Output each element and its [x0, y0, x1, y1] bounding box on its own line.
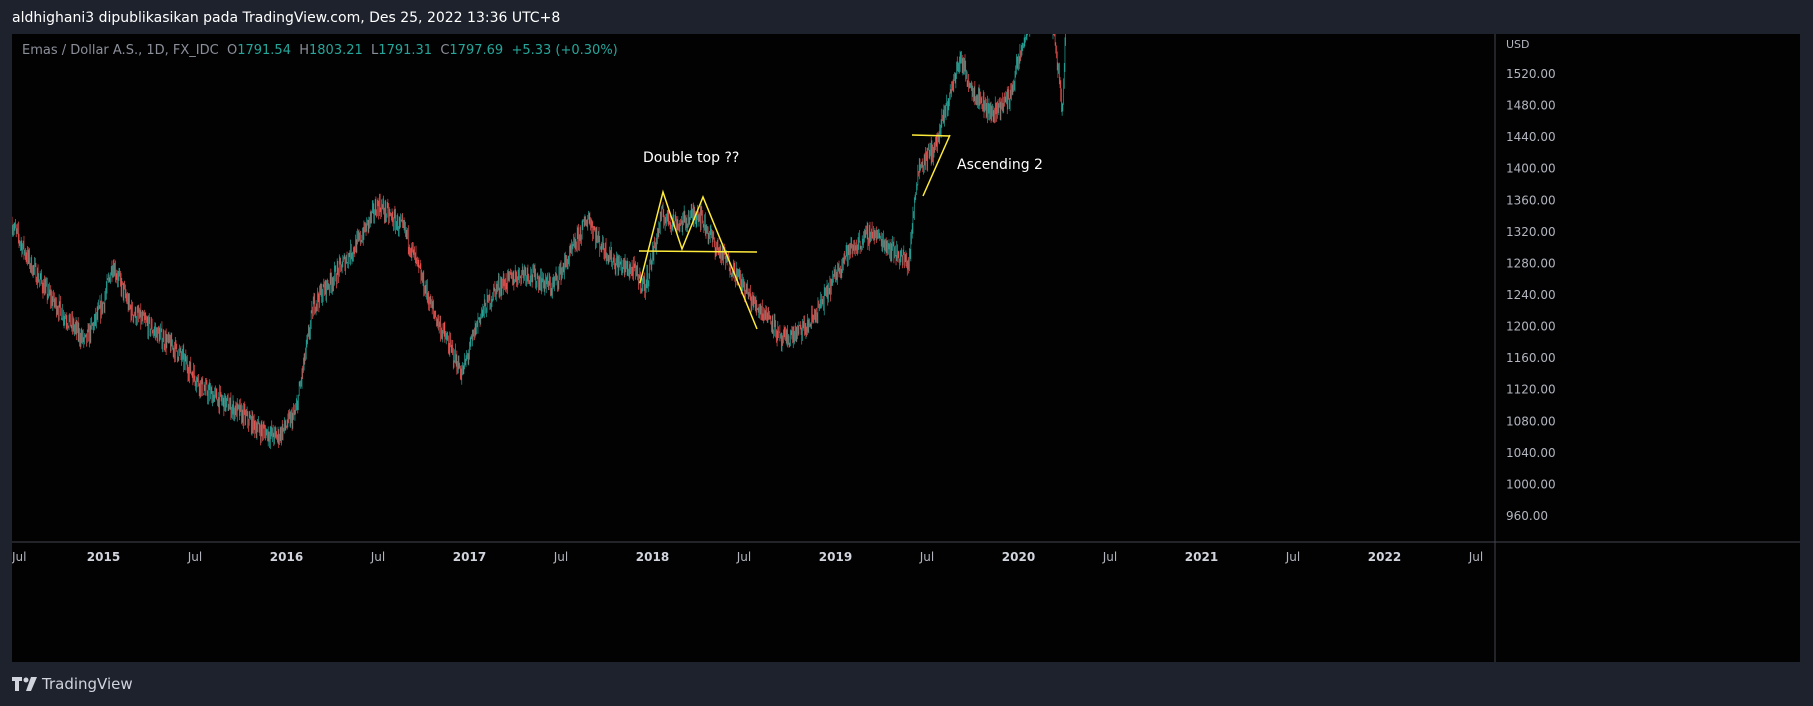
x-tick-label: Jul: [553, 550, 568, 564]
x-tick-label: Jul: [12, 550, 26, 564]
x-tick-label: Jul: [1468, 550, 1483, 564]
double-top-neckline: [638, 250, 758, 253]
high-value: 1803.21: [309, 43, 363, 58]
x-tick-label: 2022: [1368, 550, 1401, 564]
symbol-legend: Emas / Dollar A.S., 1D, FX_IDC O1791.54 …: [22, 43, 618, 58]
y-tick-label: 1040.00: [1506, 446, 1556, 460]
x-tick-label: 2018: [636, 550, 669, 564]
footer: TradingView: [12, 675, 133, 693]
double-top-zigzag: [639, 189, 758, 330]
high-label: H: [299, 43, 310, 58]
symbol-name: Emas / Dollar A.S., 1D, FX_IDC: [22, 43, 219, 58]
y-tick-label: 960.00: [1506, 509, 1548, 523]
close-label: C: [440, 43, 450, 58]
annotation-double-top: Double top ??: [643, 150, 739, 166]
x-tick-label: 2020: [1002, 550, 1035, 564]
x-tick-label: 2015: [87, 550, 120, 564]
chart-area[interactable]: Double top ?? Ascending 2 Jul 2015 Jul 2016…: [11, 0, 1800, 662]
close-value: 1797.69: [449, 43, 504, 58]
ascending-support: [922, 134, 951, 197]
x-tick-label: Jul: [919, 550, 934, 564]
y-tick-label: 1200.00: [1506, 320, 1556, 334]
open-label: O: [226, 43, 238, 58]
y-tick-label: 1480.00: [1506, 99, 1556, 113]
chart-grid: [12, 34, 1800, 662]
y-tick-label: 1080.00: [1506, 414, 1556, 428]
x-tick-label: Jul: [1102, 550, 1117, 564]
y-axis: 960.00 1000.00 1040.00 1080.00 1120.00 1160.0…: [1506, 67, 1556, 523]
y-tick-label: 1000.00: [1506, 477, 1556, 491]
currency-label: USD: [1506, 38, 1530, 51]
y-tick-label: 1400.00: [1506, 162, 1556, 176]
annotation-ascending: Ascending 2: [957, 157, 1043, 173]
y-tick-label: 1360.00: [1506, 193, 1556, 207]
x-tick-label: 2021: [1185, 550, 1218, 564]
y-tick-label: 1160.00: [1506, 351, 1556, 365]
publish-header: aldhighani3 dipublikasikan pada TradingV…: [12, 10, 561, 26]
y-tick-label: 1520.00: [1506, 67, 1556, 81]
x-tick-label: Jul: [1285, 550, 1300, 564]
x-tick-label: Jul: [370, 550, 385, 564]
x-tick-label: 2016: [270, 550, 303, 564]
x-tick-label: 2017: [453, 550, 486, 564]
y-tick-label: 1440.00: [1506, 130, 1556, 144]
footer-brand: TradingView: [42, 675, 133, 693]
low-label: L: [371, 43, 379, 58]
price-chart[interactable]: Double top ?? Ascending 2 Jul 2015 Jul 2016…: [11, 0, 1800, 662]
change-value: +5.33 (+0.30%): [511, 43, 618, 58]
x-tick-label: Jul: [187, 550, 202, 564]
x-axis: Jul 2015 Jul 2016 Jul 2017 Jul 2018 Jul 2019 Jul 20…: [11, 550, 1483, 564]
open-value: 1791.54: [237, 43, 291, 58]
y-tick-label: 1320.00: [1506, 225, 1556, 239]
candles-layer: [11, 0, 1067, 450]
y-tick-label: 1280.00: [1506, 256, 1556, 270]
tradingview-logo-icon: [12, 677, 37, 691]
annotation-lines: [638, 134, 951, 330]
x-tick-label: 2019: [819, 550, 852, 564]
low-value: 1791.31: [378, 43, 433, 58]
y-tick-label: 1120.00: [1506, 383, 1556, 397]
x-tick-label: Jul: [736, 550, 751, 564]
ascending-resistance: [911, 134, 951, 137]
y-tick-label: 1240.00: [1506, 288, 1556, 302]
